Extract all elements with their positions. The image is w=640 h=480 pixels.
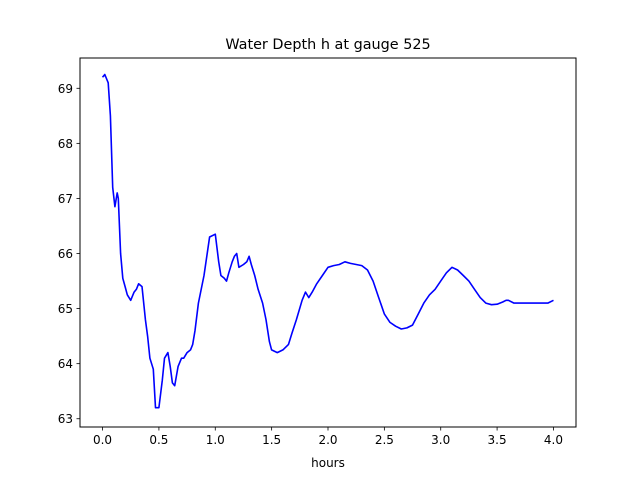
x-axis-label: hours [311, 456, 345, 470]
x-axis: 0.0 0.5 1.0 1.5 2.0 2.5 3.0 3.5 4.0 [93, 427, 563, 447]
y-tick-label: 66 [58, 247, 73, 261]
y-tick-label: 68 [58, 137, 73, 151]
x-tick-label: 2.5 [375, 433, 394, 447]
x-tick-label: 0.0 [93, 433, 112, 447]
x-tick-label: 2.0 [318, 433, 337, 447]
x-tick-label: 1.5 [262, 433, 281, 447]
y-tick-label: 69 [58, 82, 73, 96]
series-line [101, 73, 554, 409]
y-axis: 63 64 65 66 67 68 69 [58, 82, 80, 426]
chart-title: Water Depth h at gauge 525 [225, 37, 430, 53]
x-tick-label: 3.0 [431, 433, 450, 447]
x-tick-label: 1.0 [206, 433, 225, 447]
x-tick-label: 0.5 [149, 433, 168, 447]
x-tick-label: 3.5 [488, 433, 507, 447]
plot-area [101, 73, 554, 409]
y-tick-label: 64 [58, 357, 73, 371]
x-tick-label: 4.0 [544, 433, 563, 447]
y-tick-label: 67 [58, 192, 73, 206]
y-tick-label: 65 [58, 302, 73, 316]
y-tick-label: 63 [58, 412, 73, 426]
